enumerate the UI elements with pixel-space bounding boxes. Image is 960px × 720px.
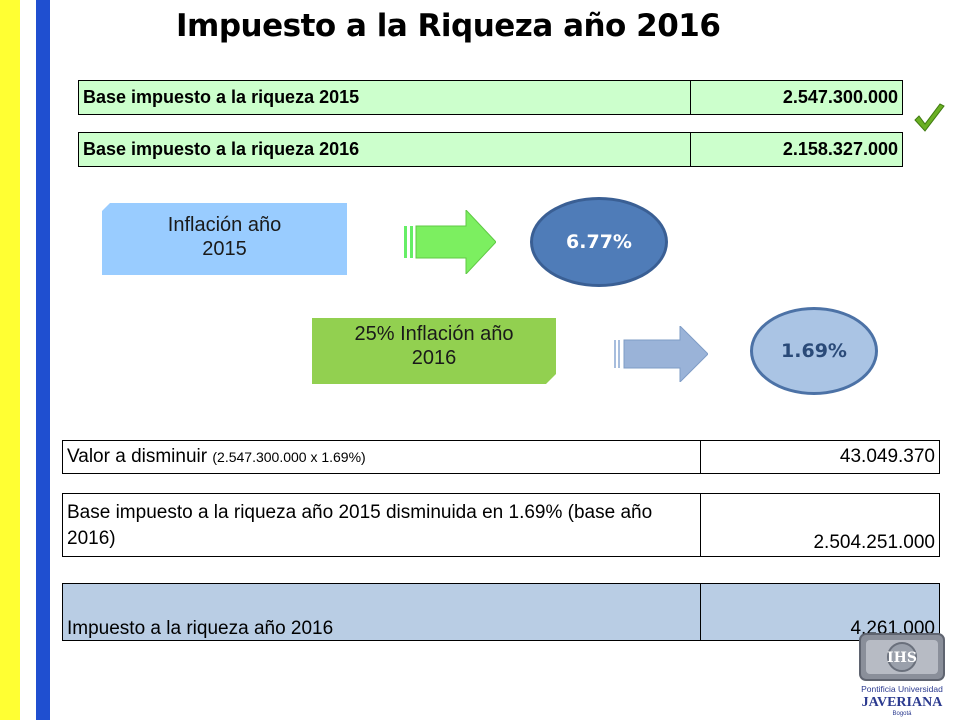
valor-disminuir-table: Valor a disminuir (2.547.300.000 x 1.69%… (62, 440, 940, 474)
inflation-2016-bubble: 1.69% (750, 307, 878, 395)
inflation-2015-tag-line1: Inflación año (167, 214, 282, 236)
inflation-2016-tag-line1: 25% Inflación año (354, 323, 514, 345)
base-2015-label: Base impuesto a la riqueza 2015 (78, 80, 691, 115)
impuesto-label: Impuesto a la riqueza año 2016 (62, 583, 701, 641)
right-arrow-icon (404, 210, 496, 274)
university-logo: IHS Pontificia Universidad JAVERIANA Bog… (859, 633, 945, 717)
base-disminuida-value: 2.504.251.000 (700, 493, 940, 557)
yellow-stripe (0, 0, 20, 720)
base-2015-table: Base impuesto a la riqueza 2015 2.547.30… (78, 80, 903, 115)
logo-monogram: IHS (887, 650, 917, 666)
impuesto-table: Impuesto a la riqueza año 2016 4.261.000 (62, 583, 940, 641)
logo-line1: Pontificia Universidad (861, 684, 943, 694)
base-2016-table: Base impuesto a la riqueza 2016 2.158.32… (78, 132, 903, 167)
logo-line2: JAVERIANA (862, 695, 944, 710)
base-disminuida-table: Base impuesto a la riqueza año 2015 dism… (62, 493, 940, 557)
right-arrow-icon (614, 326, 708, 382)
valor-disminuir-value: 43.049.370 (700, 440, 940, 474)
inflation-2015-tag-line2: 2015 (202, 238, 247, 260)
valor-disminuir-text: Valor a disminuir (67, 446, 208, 467)
check-icon (914, 103, 945, 132)
inflation-2015-tag: Inflación año 2015 (102, 203, 347, 275)
base-2016-value: 2.158.327.000 (690, 132, 903, 167)
inflation-2015-bubble: 6.77% (530, 197, 668, 287)
page-title: Impuesto a la Riqueza año 2016 (176, 8, 721, 44)
valor-disminuir-detail: (2.547.300.000 x 1.69%) (212, 449, 366, 465)
inflation-2016-tag-line2: 2016 (411, 347, 457, 369)
base-disminuida-label: Base impuesto a la riqueza año 2015 dism… (62, 493, 701, 557)
logo-line3: Bogotá (892, 711, 912, 717)
base-2015-value: 2.547.300.000 (690, 80, 903, 115)
base-2016-label: Base impuesto a la riqueza 2016 (78, 132, 691, 167)
valor-disminuir-label: Valor a disminuir (2.547.300.000 x 1.69%… (62, 440, 701, 474)
inflation-2016-tag: 25% Inflación año 2016 (312, 318, 556, 384)
blue-stripe (36, 0, 50, 720)
